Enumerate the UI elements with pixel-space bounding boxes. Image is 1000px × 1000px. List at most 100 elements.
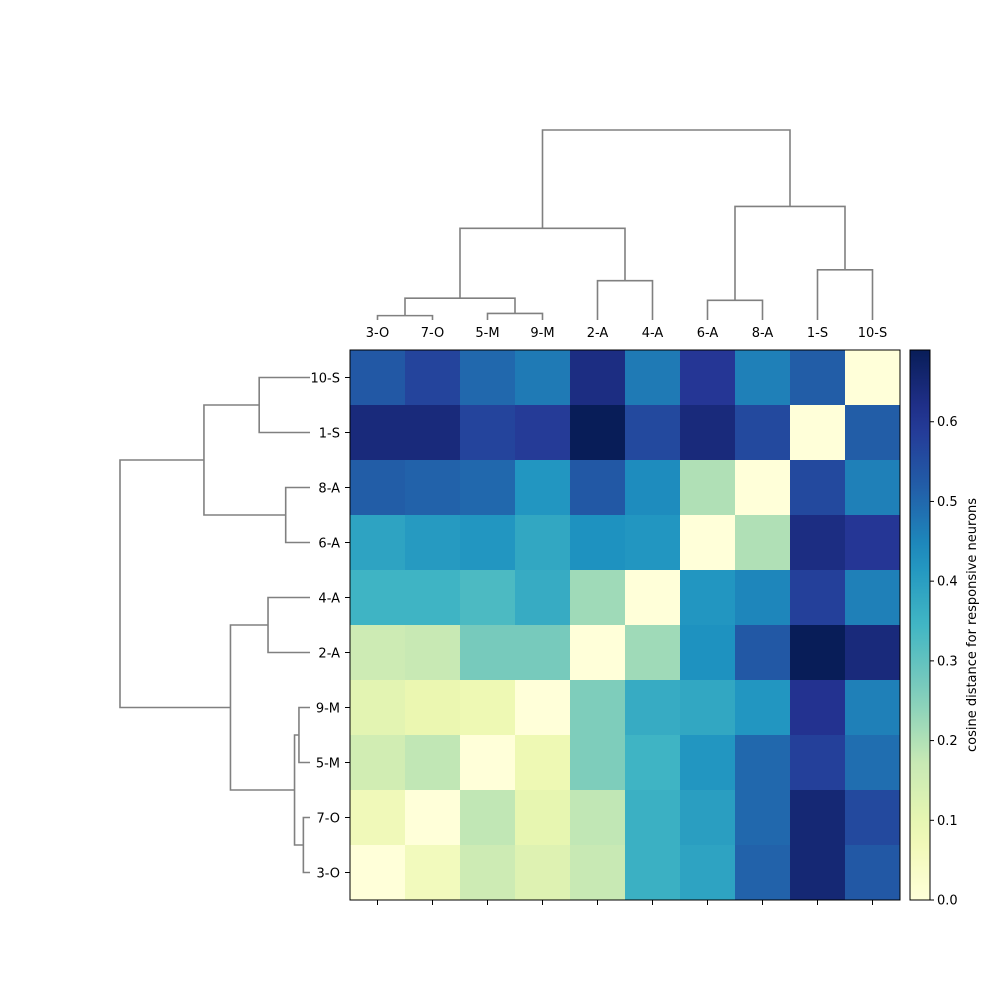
heatmap-cell [570,460,626,516]
heatmap-cell [845,625,901,681]
colorbar-label: cosine distance for responsive neurons [965,498,980,752]
heatmap-cell [735,460,791,516]
heatmap-cell [515,625,571,681]
heatmap-cell [570,790,626,846]
heatmap-cell [735,405,791,461]
column-label: 1-S [807,326,828,341]
colorbar-tick-label: 0.3 [937,654,958,669]
heatmap-cell [570,680,626,736]
dendrogram-link [267,596,310,654]
colorbar: 0.0 0.1 0.2 0.3 0.4 0.5 0.6 [909,349,958,909]
colorbar-tick-label: 0.4 [937,575,958,590]
heatmap-cell [625,570,681,626]
heatmap-cell [460,790,516,846]
heatmap-cell [515,735,571,791]
heatmap-cell [405,845,461,901]
dendrogram-link [486,312,544,320]
dendrogram-link [706,299,764,320]
heatmap-cell [680,790,736,846]
colorbar-gradient [910,350,930,900]
heatmap-cell [405,735,461,791]
heatmap-cell [350,845,406,901]
colorbar-tick-label: 0.1 [937,814,958,829]
heatmap-cell [405,625,461,681]
heatmap-cell [735,680,791,736]
heatmap-cell [735,625,791,681]
column-label: 3-O [366,326,390,341]
heatmap-cell [570,845,626,901]
heatmap-cell [680,405,736,461]
column-label: 6-A [697,326,719,341]
heatmap-cell [460,845,516,901]
heatmap-cells [350,350,901,901]
heatmap-cell [845,790,901,846]
heatmap-cell [405,790,461,846]
heatmap-cell [350,405,406,461]
heatmap-cell [405,515,461,571]
column-label: 9-M [530,326,554,341]
heatmap-cell [570,405,626,461]
row-label: 8-A [318,482,340,497]
dendrogram-link [734,205,846,301]
heatmap-cell [845,845,901,901]
heatmap-cell [735,790,791,846]
column-label: 5-M [475,326,499,341]
heatmap-cell [515,460,571,516]
heatmap-cell [680,350,736,406]
colorbar-frame [909,349,931,901]
heatmap-cell [790,405,846,461]
heatmap-cell [515,405,571,461]
heatmap-cell [515,350,571,406]
heatmap-cell [625,625,681,681]
row-dendrogram [119,376,310,874]
dendrogram-link [459,227,626,299]
column-dendrogram [376,129,874,320]
heatmap-cell [515,845,571,901]
colorbar-tick-label: 0.6 [937,415,958,430]
heatmap-cell [735,570,791,626]
heatmap-cell [625,790,681,846]
heatmap-cell [790,460,846,516]
heatmap-cell [680,680,736,736]
dendrogram-link [816,268,874,320]
dendrogram-link [229,624,295,791]
heatmap-cell [350,570,406,626]
heatmap-cell [845,350,901,406]
dendrogram-link [596,279,654,320]
heatmap-cell [680,625,736,681]
heatmap-cell [845,405,901,461]
column-label: 2-A [587,326,609,341]
column-label: 8-A [752,326,774,341]
heatmap-cell [845,460,901,516]
heatmap-cell [405,570,461,626]
heatmap-cell [570,570,626,626]
column-label: 7-O [421,326,445,341]
heatmap-cell [570,350,626,406]
heatmap-cell [405,350,461,406]
heatmap-cell [405,460,461,516]
heatmap-cell [460,625,516,681]
heatmap-cell [790,625,846,681]
heatmap-cell [680,515,736,571]
heatmap-cell [680,460,736,516]
heatmap-cell [790,845,846,901]
row-labels: 10-S 1-S 8-A 6-A 4-A 2-A 9-M 5-M 7-O 3-O [311,372,350,882]
heatmap-cell [570,625,626,681]
heatmap-cell [625,515,681,571]
heatmap-cell [350,680,406,736]
heatmap-cell [625,735,681,791]
row-label: 5-M [316,757,340,772]
heatmap-cell [350,790,406,846]
row-label: 6-A [318,537,340,552]
heatmap-cell [790,735,846,791]
row-label: 7-O [316,812,340,827]
heatmap-cell [625,680,681,736]
heatmap-cell [845,570,901,626]
heatmap-cell [790,680,846,736]
dendrogram-link [258,376,310,434]
dendrogram-link [298,706,310,764]
column-label: 4-A [642,326,664,341]
dendrogram-link [302,816,310,874]
dendrogram-link [376,314,434,320]
column-label: 10-S [858,326,888,341]
